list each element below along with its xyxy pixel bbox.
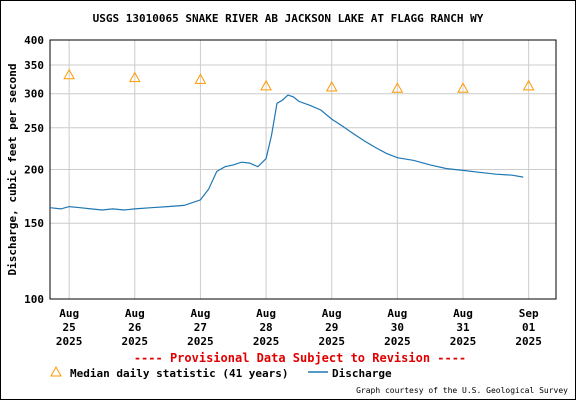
legend-median-label: Median daily statistic (41 years)	[70, 367, 289, 380]
legend-median-icon	[50, 365, 62, 377]
plot-area	[49, 39, 557, 300]
x-tick-label: 25	[63, 321, 76, 334]
median-triangle-marker	[260, 79, 272, 91]
median-triangle-marker	[457, 82, 469, 93]
median-triangle-marker	[128, 71, 141, 83]
x-tick-label: 2025	[384, 335, 411, 348]
x-tick-label: 2025	[122, 335, 149, 348]
x-tick-label: 2025	[515, 335, 542, 348]
x-tick-label: 01	[522, 321, 536, 334]
x-tick-label: 30	[391, 321, 404, 334]
chart-title: USGS 13010065 SNAKE RIVER AB JACKSON LAK…	[93, 12, 484, 25]
median-triangle-marker	[63, 68, 75, 80]
y-axis-label: Discharge, cubic feet per second	[6, 64, 19, 276]
x-tick-label: 2025	[450, 335, 477, 348]
median-triangle-marker	[522, 79, 535, 91]
median-triangle-marker	[194, 73, 207, 84]
x-tick-label: Aug	[59, 307, 79, 320]
y-tick-label: 150	[24, 217, 44, 230]
y-tick-label: 350	[24, 59, 44, 72]
x-tick-label: 2025	[253, 335, 280, 348]
x-tick-label: 28	[259, 321, 272, 334]
y-tick-label: 100	[24, 293, 44, 306]
y-tick-label: 400	[24, 34, 44, 47]
x-tick-label: 31	[456, 321, 470, 334]
x-tick-label: Aug	[256, 307, 276, 320]
x-tick-label: 2025	[187, 335, 214, 348]
x-tick-label: Sep	[519, 307, 539, 320]
x-tick-label: Aug	[387, 307, 407, 320]
provisional-notice: ---- Provisional Data Subject to Revisio…	[134, 351, 466, 365]
y-tick-label: 250	[24, 122, 44, 135]
median-triangle-marker	[391, 82, 404, 93]
legend-discharge-label: Discharge	[332, 367, 392, 380]
x-tick-label: 2025	[318, 335, 345, 348]
x-tick-label: 26	[128, 321, 142, 334]
x-tick-label: Aug	[322, 307, 342, 320]
x-tick-label: 29	[325, 321, 338, 334]
x-tick-label: Aug	[125, 307, 145, 320]
y-tick-label: 300	[24, 88, 44, 101]
discharge-line	[49, 94, 524, 211]
x-tick-label: Aug	[190, 307, 210, 320]
median-triangle-marker	[325, 80, 338, 92]
credit-text: Graph courtesy of the U.S. Geological Su…	[356, 386, 568, 395]
x-tick-label: 27	[194, 321, 207, 334]
x-tick-label: Aug	[453, 307, 473, 320]
y-tick-label: 200	[24, 164, 44, 177]
x-tick-label: 2025	[56, 335, 83, 348]
